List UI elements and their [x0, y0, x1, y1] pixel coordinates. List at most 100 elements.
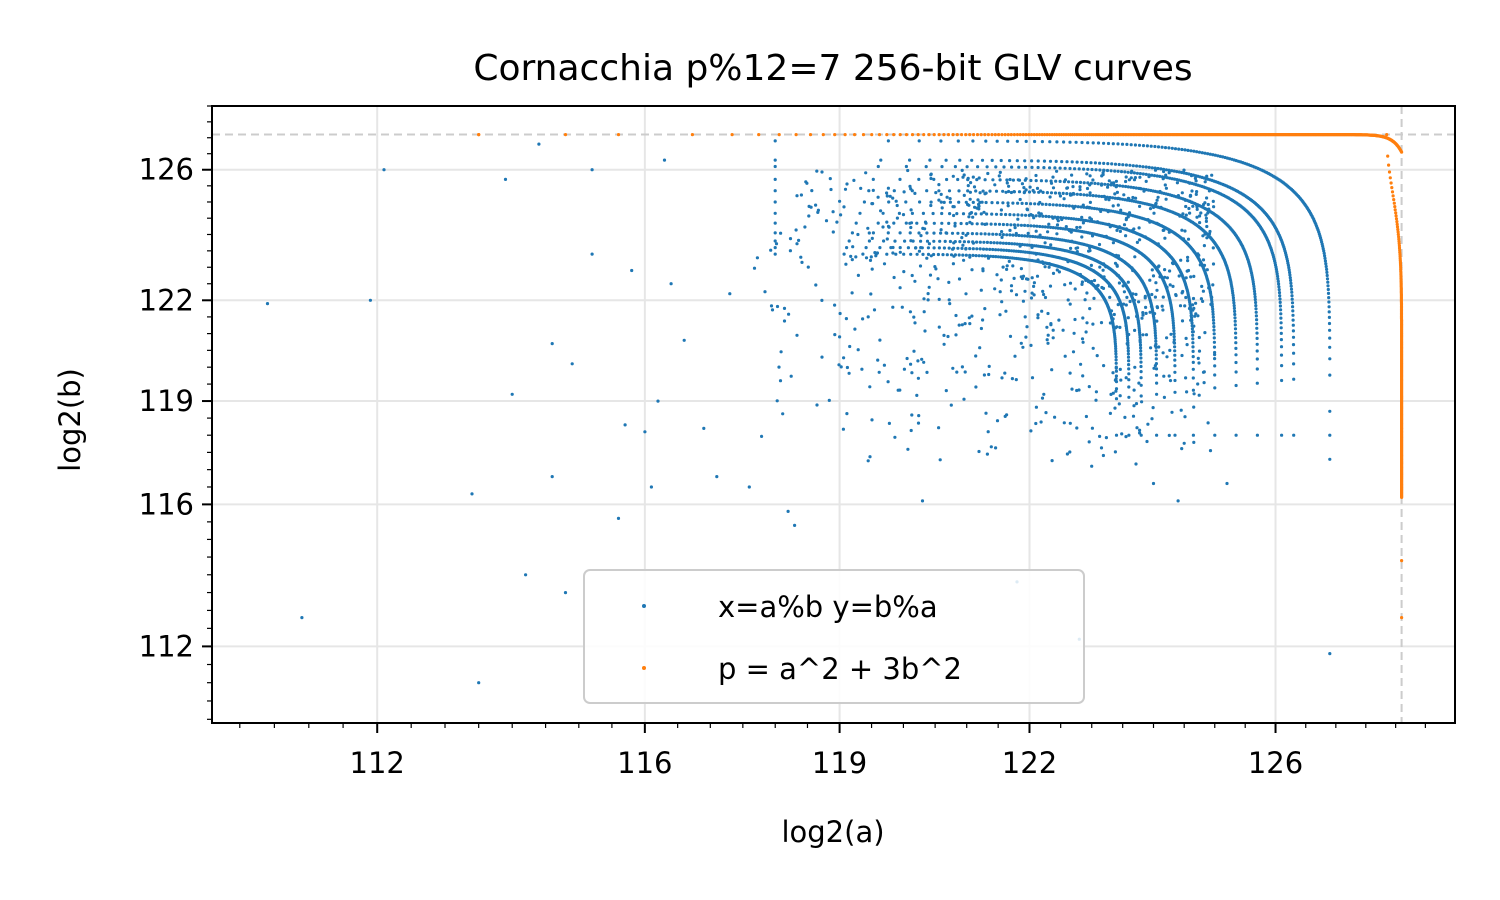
series-1-point: [914, 246, 918, 250]
series-1-point: [1113, 261, 1118, 265]
series-1-point: [1125, 295, 1129, 299]
series-1-point: [975, 178, 979, 182]
series-1-point: [1201, 234, 1205, 238]
series-1-point: [891, 245, 895, 250]
series-1-point: [1327, 315, 1331, 319]
series-1-point: [842, 252, 846, 256]
series-1-point: [1153, 331, 1157, 335]
series-1-point: [1253, 295, 1257, 299]
series-1-point: [912, 349, 916, 353]
series-1-point: [940, 211, 944, 216]
series-1-point: [1001, 241, 1006, 245]
series-1-point: [1008, 177, 1012, 182]
series-1-point: [1131, 195, 1135, 200]
series-1-point: [1138, 164, 1142, 168]
series-1-point: [1279, 308, 1283, 312]
series-1-point: [902, 367, 907, 371]
series-1-point: [868, 455, 872, 459]
series-1-point: [1015, 139, 1019, 143]
series-1-point: [1038, 233, 1042, 237]
series-1-point: [933, 265, 937, 269]
series-1-point: [1114, 374, 1118, 378]
series-1-point: [881, 211, 885, 215]
series-1-point: [656, 399, 660, 403]
series-1-point: [918, 264, 923, 268]
series-1-point: [1191, 303, 1195, 307]
series-1-point: [864, 171, 868, 175]
series-1-point: [1125, 142, 1129, 146]
series-1-point: [1153, 168, 1158, 172]
series-1-point: [1127, 359, 1131, 363]
series-1-point: [1173, 390, 1177, 394]
series-1-point: [1234, 341, 1238, 345]
series-1-point: [1084, 160, 1089, 165]
series-1-point: [1040, 309, 1044, 313]
series-1-point: [1008, 159, 1012, 163]
series-1-point: [820, 298, 824, 302]
series-1-point: [1255, 331, 1259, 335]
series-1-point: [1178, 214, 1182, 218]
series-1-point: [1179, 258, 1183, 262]
series-1-point: [937, 198, 941, 202]
series-1-point: [905, 356, 909, 361]
series-1-point: [1144, 305, 1148, 309]
series-1-point: [1014, 231, 1018, 236]
series-1-point: [1201, 370, 1206, 374]
series-1-point: [1018, 197, 1022, 202]
series-1-point: [1033, 139, 1037, 144]
series-1-point: [994, 212, 999, 216]
series-1-point: [787, 312, 791, 316]
series-1-point: [1043, 265, 1047, 269]
series-1-point: [1211, 318, 1216, 322]
series-1-point: [952, 241, 956, 245]
series-1-point: [929, 254, 933, 258]
series-1-point: [1173, 349, 1177, 353]
series-2-point: [1394, 214, 1398, 218]
series-1-point: [871, 188, 875, 192]
series-1-point: [1124, 163, 1128, 167]
series-1-point: [1153, 364, 1157, 368]
series-1-point: [1095, 220, 1100, 224]
series-1-point: [769, 248, 773, 252]
series-2-point: [1397, 237, 1401, 241]
series-1-point: [1126, 280, 1130, 284]
series-1-point: [804, 180, 808, 184]
series-1-point: [1323, 259, 1327, 263]
series-1-point: [1204, 177, 1208, 181]
series-1-point: [1206, 202, 1210, 207]
series-1-point: [1008, 213, 1012, 217]
series-1-point: [988, 247, 992, 251]
series-1-point: [999, 208, 1004, 212]
series-1-point: [1051, 328, 1055, 332]
series-1-point: [1173, 364, 1177, 368]
series-1-point: [1168, 348, 1172, 352]
series-1-point: [845, 365, 850, 370]
series-1-point: [1073, 167, 1077, 171]
series-1-point: [1020, 234, 1024, 238]
series-1-point: [1129, 185, 1133, 189]
series-1-point: [1037, 211, 1041, 215]
series-1-point: [1162, 395, 1166, 399]
series-1-point: [1119, 208, 1123, 212]
series-1-point: [1055, 232, 1059, 236]
series-1-point: [1213, 357, 1217, 361]
series-1-point: [1172, 335, 1176, 339]
series-1-point: [1124, 324, 1128, 328]
series-1-point: [921, 211, 926, 215]
series-1-point: [1046, 341, 1050, 345]
series-1-point: [957, 277, 962, 281]
series-1-point: [1046, 225, 1050, 229]
series-1-point: [975, 232, 979, 236]
series-1-point: [1070, 173, 1074, 177]
series-1-point: [1193, 314, 1197, 318]
series-1-point: [1017, 249, 1021, 253]
series-1-point: [1009, 249, 1014, 253]
series-1-point: [1254, 304, 1258, 308]
series-1-point: [829, 187, 833, 192]
series-1-point: [1027, 243, 1032, 247]
series-1-point: [1001, 265, 1005, 269]
x-tick-label: 126: [1248, 746, 1303, 780]
series-1-point: [833, 333, 837, 337]
series-1-point: [992, 241, 996, 245]
series-1-point: [1194, 301, 1198, 305]
